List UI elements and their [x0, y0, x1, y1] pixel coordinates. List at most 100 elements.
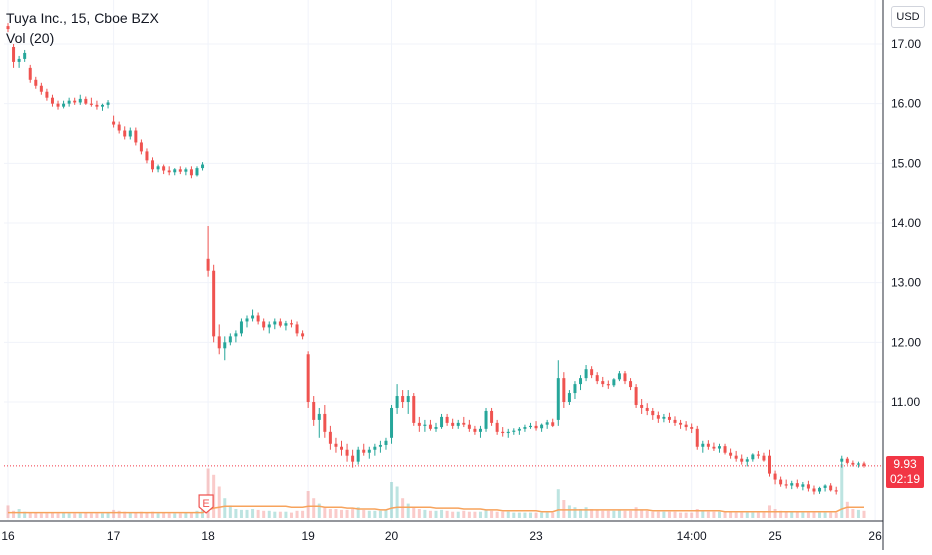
candle-body — [845, 458, 849, 463]
volume-bar — [28, 512, 32, 518]
volume-bar — [78, 513, 82, 518]
volume-bar — [717, 511, 721, 518]
candle-body — [490, 410, 494, 423]
candle-body — [356, 449, 360, 462]
candle-body — [784, 484, 788, 486]
volume-bar — [729, 511, 733, 518]
candle-body — [456, 422, 460, 426]
price-axis-label: 15.00 — [891, 156, 921, 170]
volume-bar — [495, 511, 499, 518]
volume-bar — [584, 507, 588, 518]
candle-body — [473, 428, 477, 432]
candle-body — [567, 393, 571, 402]
volume-bar — [651, 511, 655, 518]
time-axis-label: 16 — [1, 529, 15, 543]
time-axis-label: 14:00 — [677, 529, 707, 543]
chart-legend: Tuya Inc., 15, Cboe BZX Vol (20) — [6, 8, 159, 48]
price-axis-label: 12.00 — [891, 335, 921, 349]
candle-body — [12, 46, 16, 62]
candle-body — [56, 103, 60, 107]
volume-bar — [690, 512, 694, 518]
candle-body — [239, 321, 243, 334]
bar-countdown: 02:19 — [889, 472, 921, 486]
candle-body — [262, 321, 266, 328]
candle-body — [801, 484, 805, 487]
currency-button[interactable]: USD — [891, 6, 925, 28]
volume-bar — [723, 511, 727, 518]
candle-body — [790, 483, 794, 486]
volume-bar — [773, 509, 777, 518]
time-axis-label: 20 — [385, 529, 399, 543]
volume-bar — [378, 510, 382, 518]
candle-body — [195, 168, 199, 176]
volume-bar — [134, 512, 138, 518]
candle-body — [39, 85, 43, 92]
volume-bar — [317, 503, 321, 518]
volume-bar — [706, 511, 710, 518]
candle-body — [89, 103, 93, 105]
candle-body — [745, 459, 749, 462]
volume-bar — [434, 510, 438, 518]
candle-body — [551, 422, 555, 426]
candle-body — [223, 342, 227, 349]
candle-body — [812, 488, 816, 492]
candle-body — [740, 458, 744, 462]
candle-body — [251, 315, 255, 319]
volume-bar — [306, 491, 310, 518]
volume-bar — [278, 511, 282, 518]
candle-body — [579, 378, 583, 385]
volume-bar — [451, 511, 455, 518]
volume-bar — [684, 512, 688, 518]
volume-bar — [695, 509, 699, 518]
volume-study-label[interactable]: Vol (20) — [6, 30, 55, 46]
volume-bar — [351, 509, 355, 518]
volume-bar — [623, 510, 627, 518]
last-price-tag: 9.93 02:19 — [886, 456, 924, 488]
candle-body — [595, 375, 599, 382]
candle-body — [629, 381, 633, 388]
volume-bar — [189, 512, 193, 518]
candle-body — [145, 151, 149, 161]
candle-body — [178, 169, 182, 172]
candle-body — [123, 130, 127, 137]
volume-bar — [673, 511, 677, 518]
volume-bar — [390, 482, 394, 518]
symbol-title[interactable]: Tuya Inc., 15, Cboe BZX — [6, 10, 159, 26]
candle-body — [17, 58, 21, 62]
candle-body — [206, 258, 210, 271]
volume-bar — [184, 512, 188, 518]
volume-bar — [139, 511, 143, 518]
candle-body — [112, 121, 116, 125]
candle-body — [328, 431, 332, 444]
earnings-marker[interactable]: E — [198, 494, 214, 514]
volume-bar — [679, 512, 683, 518]
volume-bar — [123, 511, 127, 518]
candle-body — [201, 164, 205, 169]
volume-bar — [178, 513, 182, 518]
volume-bar — [562, 500, 566, 518]
candle-body — [301, 333, 305, 337]
volume-bar — [367, 510, 371, 518]
volume-bar — [473, 511, 477, 518]
volume-ma-polyline — [8, 505, 864, 514]
time-axis-label: 18 — [201, 529, 215, 543]
volume-bar — [823, 512, 827, 518]
volume-bar — [656, 511, 660, 518]
candle-body — [834, 490, 838, 492]
volume-bar — [551, 512, 555, 518]
volume-bar — [323, 507, 327, 518]
price-axis-label: 17.00 — [891, 37, 921, 51]
candle-body — [273, 321, 277, 325]
candle-body — [712, 446, 716, 449]
volume-bar — [106, 512, 110, 518]
volume-bar — [173, 513, 177, 518]
candle-body — [462, 422, 466, 425]
candle-body — [612, 379, 616, 386]
volume-bar — [523, 512, 527, 518]
time-axis-label: 26 — [868, 529, 882, 543]
volume-bar — [345, 509, 349, 518]
candle-body — [306, 354, 310, 402]
